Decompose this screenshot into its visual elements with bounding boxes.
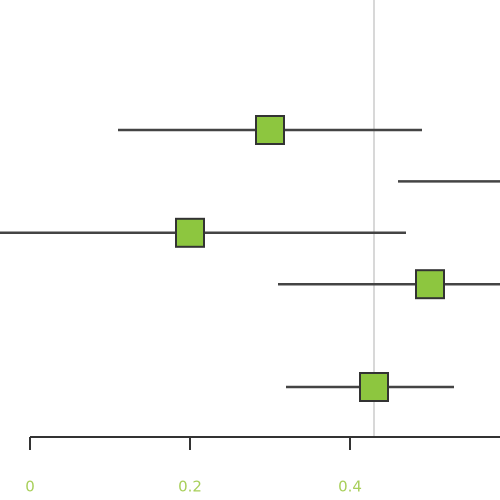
- point-estimate: [359, 372, 389, 402]
- x-tick-label: 0: [25, 478, 35, 496]
- x-tick-label: 0.2: [178, 478, 202, 496]
- x-tick-label: 0.4: [338, 478, 362, 496]
- point-estimate: [175, 217, 205, 248]
- point-estimate: [255, 115, 285, 145]
- point-estimate: [415, 269, 445, 300]
